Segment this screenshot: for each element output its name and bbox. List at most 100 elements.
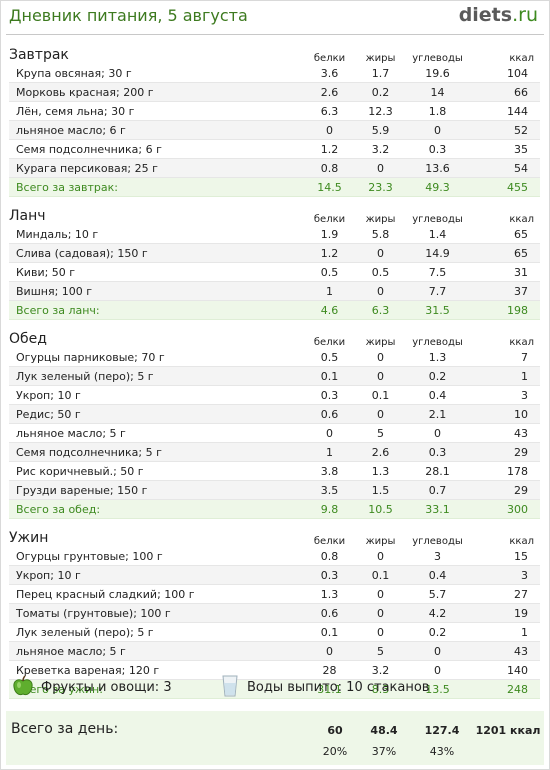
day-fat-percent: 37% (371, 745, 397, 758)
logo-name: diets (458, 4, 513, 26)
meal-total-kcal: 198 (469, 300, 540, 320)
food-row: Укроп; 10 г 0.3 0.1 0.4 3 (9, 565, 540, 585)
food-name: Томаты (грунтовые); 100 г (9, 603, 304, 623)
food-kcal: 31 (469, 262, 540, 282)
food-fat: 0.2 (355, 82, 406, 102)
food-kcal: 43 (469, 641, 540, 661)
food-protein: 0.8 (304, 547, 355, 566)
food-protein: 0.5 (304, 262, 355, 282)
food-carbs: 0.3 (406, 442, 469, 462)
apple-icon (13, 675, 33, 696)
day-carbs-percent: 43% (429, 745, 455, 758)
food-kcal: 65 (469, 225, 540, 244)
food-name: льняное масло; 5 г (9, 423, 304, 443)
water-glass-icon (222, 675, 238, 697)
food-protein: 0.1 (304, 366, 355, 386)
meal-title: Обед (9, 331, 47, 347)
food-carbs: 5.7 (406, 584, 469, 604)
food-protein: 0.5 (304, 348, 355, 367)
food-fat: 0.1 (355, 385, 406, 405)
food-row: льняное масло; 5 г 0 5 0 43 (9, 641, 540, 661)
food-protein: 6.3 (304, 101, 355, 121)
food-row: Миндаль; 10 г 1.9 5.8 1.4 65 (9, 225, 540, 244)
meal-total-fat: 10.5 (355, 499, 406, 519)
food-protein: 1.3 (304, 584, 355, 604)
meal-title: Завтрак (9, 47, 69, 63)
food-carbs: 0.2 (406, 366, 469, 386)
food-carbs: 0 (406, 641, 469, 661)
food-kcal: 3 (469, 385, 540, 405)
food-protein: 0.3 (304, 385, 355, 405)
column-header-carbs: углеводы (412, 53, 463, 64)
food-fat: 12.3 (355, 101, 406, 121)
food-carbs: 0.7 (406, 480, 469, 500)
food-carbs: 2.1 (406, 404, 469, 424)
food-name: льняное масло; 6 г (9, 120, 304, 140)
food-name: Лук зеленый (перо); 5 г (9, 366, 304, 386)
food-carbs: 4.2 (406, 603, 469, 623)
site-logo[interactable]: diets.ru (459, 4, 538, 26)
column-header-kcal: ккал (509, 337, 534, 348)
food-kcal: 15 (469, 547, 540, 566)
food-row: льняное масло; 5 г 0 5 0 43 (9, 423, 540, 443)
day-total-label: Всего за день: (11, 721, 119, 737)
meal-total-carbs: 33.1 (406, 499, 469, 519)
day-protein-percent: 20% (322, 745, 348, 758)
food-fat: 5 (355, 423, 406, 443)
food-fat: 3.2 (355, 660, 406, 680)
food-fat: 5 (355, 641, 406, 661)
meal-section-header: Ланч белки жиры углеводы ккал (9, 203, 540, 225)
day-total-kcal: 1201 ккал (475, 724, 541, 737)
food-kcal: 19 (469, 603, 540, 623)
meal-section-header: Обед белки жиры углеводы ккал (9, 326, 540, 348)
food-protein: 0.6 (304, 404, 355, 424)
food-kcal: 29 (469, 480, 540, 500)
meal-total-row: Всего за завтрак: 14.5 23.3 49.3 455 (9, 177, 540, 197)
food-carbs: 7.5 (406, 262, 469, 282)
meal-total-protein: 14.5 (304, 177, 355, 197)
food-fat: 0 (355, 584, 406, 604)
food-kcal: 1 (469, 622, 540, 642)
meal-total-protein: 9.8 (304, 499, 355, 519)
food-protein: 1.2 (304, 139, 355, 159)
column-header-fat: жиры (365, 536, 396, 547)
food-fat: 0 (355, 348, 406, 367)
food-row: Редис; 50 г 0.6 0 2.1 10 (9, 404, 540, 424)
column-header-protein: белки (313, 214, 346, 225)
column-header-carbs: углеводы (412, 536, 463, 547)
column-header-protein: белки (313, 536, 346, 547)
food-carbs: 0 (406, 423, 469, 443)
food-row: Киви; 50 г 0.5 0.5 7.5 31 (9, 262, 540, 282)
food-kcal: 37 (469, 281, 540, 301)
meal-title: Ланч (9, 208, 46, 224)
food-kcal: 54 (469, 158, 540, 178)
day-total-protein: 60 (327, 724, 343, 737)
food-name: Семя подсолнечника; 5 г (9, 442, 304, 462)
column-header-kcal: ккал (509, 536, 534, 547)
meal-total-kcal: 455 (469, 177, 540, 197)
food-fat: 1.3 (355, 461, 406, 481)
food-carbs: 14 (406, 82, 469, 102)
water-drunk-count: Воды выпито: 10 стаканов (247, 680, 430, 695)
food-row: Курага персиковая; 25 г 0.8 0 13.6 54 (9, 158, 540, 178)
food-row: Креветка вареная; 120 г 28 3.2 0 140 (9, 660, 540, 680)
food-protein: 0 (304, 120, 355, 140)
meal-total-kcal: 300 (469, 499, 540, 519)
meal-total-fat: 8.3 (355, 679, 406, 699)
meal-total-fat: 23.3 (355, 177, 406, 197)
food-row: Лук зеленый (перо); 5 г 0.1 0 0.2 1 (9, 622, 540, 642)
food-kcal: 7 (469, 348, 540, 367)
food-row: Томаты (грунтовые); 100 г 0.6 0 4.2 19 (9, 603, 540, 623)
food-kcal: 144 (469, 101, 540, 121)
meals-table-body: Завтрак белки жиры углеводы ккал Крупа овсяна… (9, 42, 540, 699)
food-name: Грузди вареные; 150 г (9, 480, 304, 500)
food-protein: 28 (304, 660, 355, 680)
food-fat: 2.6 (355, 442, 406, 462)
food-row: льняное масло; 6 г 0 5.9 0 52 (9, 120, 540, 140)
food-name: Курага персиковая; 25 г (9, 158, 304, 178)
column-header-fat: жиры (365, 337, 396, 348)
meals-table: Завтрак белки жиры углеводы ккал Крупа овсяна… (9, 42, 540, 699)
meal-section-header: Завтрак белки жиры углеводы ккал (9, 42, 540, 64)
food-name: Укроп; 10 г (9, 385, 304, 405)
food-name: Укроп; 10 г (9, 565, 304, 585)
